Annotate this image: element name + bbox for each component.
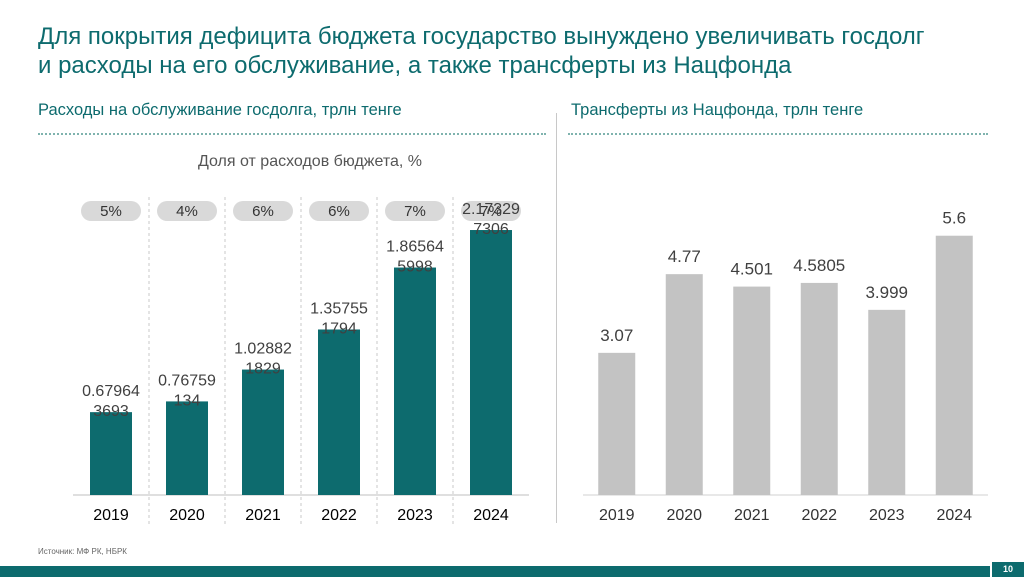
share-pill (233, 201, 293, 221)
footer-bar (0, 566, 990, 577)
share-label: 6% (252, 203, 274, 220)
bar (242, 369, 284, 495)
bar (470, 230, 512, 495)
bar (665, 274, 703, 495)
right-dotted-divider (568, 133, 988, 135)
category-label: 2021 (245, 507, 281, 524)
page-number: 10 (992, 562, 1024, 577)
share-label: 7% (480, 203, 502, 220)
value-label-line: 7306 (473, 221, 509, 238)
left-dotted-divider (38, 133, 546, 135)
share-pill (309, 201, 369, 221)
category-label: 2022 (801, 507, 837, 524)
natfund-transfers-chart: 3.07 2019 4.77 2020 4.501 2021 4.5805 2022 3.999… (583, 209, 988, 524)
value-label: 3.07 (600, 326, 633, 345)
share-label: 6% (328, 203, 350, 220)
share-label: 7% (404, 203, 426, 220)
left-panel-title: Расходы на обслуживание госдолга, трлн т… (38, 101, 402, 119)
share-label: 4% (176, 203, 198, 220)
category-label: 2019 (599, 507, 635, 524)
value-label-line: 1794 (321, 320, 357, 337)
bar (868, 309, 906, 495)
value-label: 1.35755 1794 (310, 300, 368, 337)
category-label: 2022 (321, 507, 357, 524)
category-label: 2021 (734, 507, 770, 524)
category-label: 2023 (869, 507, 905, 524)
share-pill (461, 201, 521, 221)
value-label-line: 5998 (397, 259, 433, 276)
value-label-line: 2.17329 (462, 201, 520, 218)
value-label: 0.76759 134 (158, 372, 216, 409)
value-label-line: 0.67964 (82, 383, 140, 400)
bar (733, 286, 771, 495)
value-label-line: 1829 (245, 361, 281, 378)
value-label-line: 1.35755 (310, 300, 368, 317)
slide-title-line-1: Для покрытия дефицита бюджета государств… (38, 23, 925, 50)
slide-title: Для покрытия дефицита бюджета государств… (38, 22, 998, 80)
bar (166, 401, 208, 495)
category-label: 2024 (936, 507, 972, 524)
share-label: 5% (100, 203, 122, 220)
bar (90, 412, 132, 495)
share-pill (157, 201, 217, 221)
source-note: Источник: МФ РК, НБРК (38, 547, 127, 556)
category-label: 2023 (397, 507, 433, 524)
bar (935, 235, 973, 495)
value-label: 4.77 (668, 247, 701, 266)
value-label: 5.6 (942, 209, 966, 228)
category-label: 2020 (169, 507, 205, 524)
value-label: 0.67964 3693 (82, 383, 140, 420)
value-label: 2.17329 7306 (462, 201, 520, 238)
category-label: 2020 (666, 507, 702, 524)
share-subtitle: Доля от расходов бюджета, % (197, 153, 423, 170)
value-label-line: 1.86564 (386, 239, 444, 256)
slide-title-line-2: и расходы на его обслуживание, а также т… (38, 52, 792, 79)
category-label: 2019 (93, 507, 129, 524)
value-label-line: 1.02882 (234, 341, 292, 358)
bar (394, 267, 436, 495)
value-label: 4.5805 (793, 256, 845, 275)
share-pill (385, 201, 445, 221)
share-pill (81, 201, 141, 221)
value-label-line: 134 (174, 392, 201, 409)
debt-service-chart: 5% 0.67964 3693 2019 4% 0.76759 134 2020 6% 1.028… (73, 197, 529, 525)
value-label: 4.501 (730, 260, 773, 279)
value-label: 1.86564 5998 (386, 239, 444, 276)
value-label-line: 0.76759 (158, 372, 216, 389)
value-label: 1.02882 1829 (234, 341, 292, 378)
category-label: 2024 (473, 507, 509, 524)
bar (318, 329, 360, 495)
value-label: 3.999 (865, 283, 908, 302)
bar (598, 352, 636, 495)
bar (800, 282, 838, 495)
panel-separator (556, 113, 557, 523)
value-label-line: 3693 (93, 403, 129, 420)
right-panel-title: Трансферты из Нацфонда, трлн тенге (571, 101, 864, 119)
